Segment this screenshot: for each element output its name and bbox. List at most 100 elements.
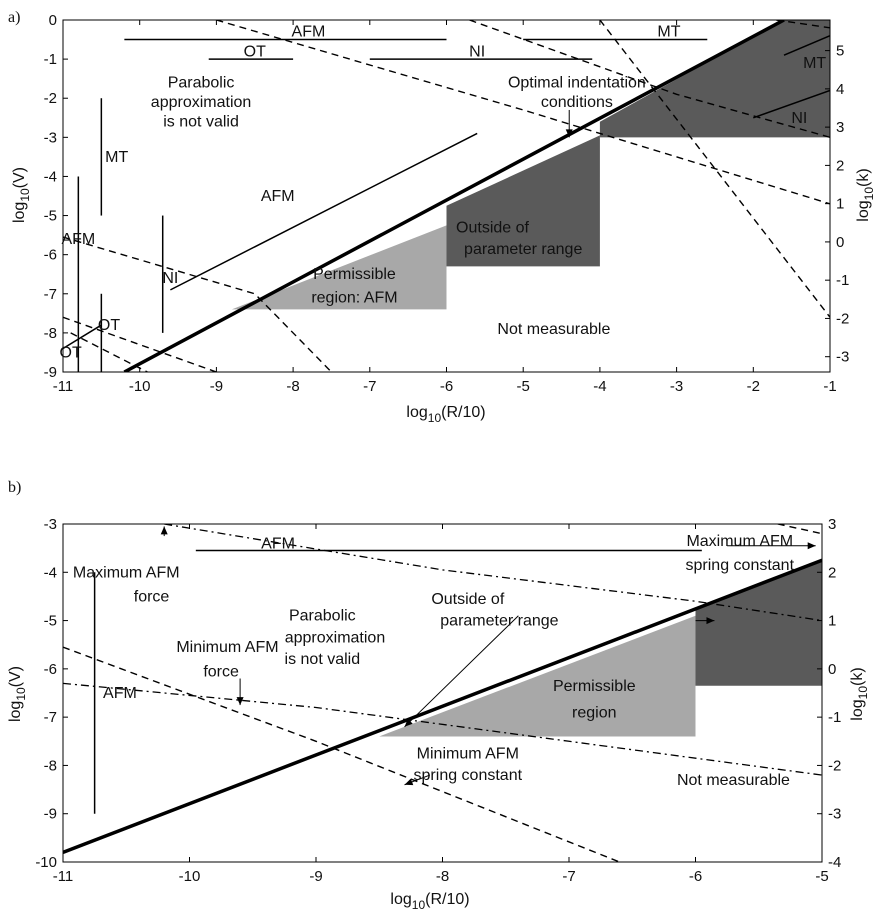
panel-b-y-tick-label-5: -5 bbox=[44, 613, 57, 630]
panel-b-annotation-10: Minimum AFM bbox=[176, 639, 278, 656]
panel-a-annotation-19: OT bbox=[60, 344, 82, 361]
panel-b-arrows bbox=[160, 526, 816, 786]
panel-a-y-axis-label: log10(V) bbox=[11, 167, 32, 223]
panel-b-annotation-2: spring constant bbox=[686, 557, 795, 574]
panel-a-y2-tick-label-0: -3 bbox=[836, 349, 849, 366]
panel-b-arrow-head-5 bbox=[706, 617, 715, 625]
panel-a-annotation-5: approximation bbox=[151, 94, 252, 111]
panel-b-y2-tick-label-2: -2 bbox=[828, 757, 841, 774]
panel-b-annotation-5: Outside of bbox=[431, 591, 504, 608]
panel-b-annotation-3: Maximum AFM bbox=[73, 564, 180, 581]
panel-b-annotation-6: parameter range bbox=[440, 613, 558, 630]
panel-b-x-tick-label-6: -5 bbox=[815, 868, 828, 885]
panel-a-annotation-12: Outside of bbox=[456, 219, 529, 236]
panel-b-series bbox=[63, 524, 822, 862]
panel-b-annotations: AFM Maximum AFM spring constant Maximum AFM… bbox=[73, 533, 795, 789]
panel-a-x-tick-label-6: -5 bbox=[517, 378, 530, 395]
panel-a-arrow-head-0 bbox=[565, 129, 573, 138]
panel-a-annotation-16: NI bbox=[162, 270, 178, 287]
panel-a-arrows bbox=[565, 109, 573, 138]
panel-a-y-tick-label-4: -5 bbox=[44, 208, 57, 225]
panel-a-annotation-15: region: AFM bbox=[311, 290, 397, 307]
panel-b-annotation-8: approximation bbox=[285, 629, 386, 646]
panel-a-y2-tick-label-5: 2 bbox=[836, 157, 844, 174]
panel-a-annotation-0: AFM bbox=[292, 24, 326, 41]
panel-b-regions bbox=[379, 560, 822, 737]
panel-a-annotation-3: MT bbox=[657, 24, 680, 41]
panel-a-y-tick-label-5: -4 bbox=[44, 168, 57, 185]
panel-b-label: b) bbox=[8, 479, 21, 496]
panel-a-series-line-5 bbox=[469, 20, 830, 139]
panel-b-region-0 bbox=[379, 615, 696, 737]
panel-a-series-line-6 bbox=[776, 20, 830, 29]
panel-b-annotation-14: region bbox=[572, 704, 616, 721]
panel-a-region-1 bbox=[446, 135, 600, 267]
panel-b-y2-tick-label-5: 1 bbox=[828, 613, 836, 630]
panel-b-arrow-head-1 bbox=[236, 697, 244, 706]
panel-b-arrow-line-2 bbox=[404, 615, 519, 728]
panel-b-annotation-0: AFM bbox=[261, 535, 295, 552]
panel-b-series-line-2 bbox=[777, 524, 822, 535]
panel-b-y-tick-label-6: -4 bbox=[44, 564, 57, 581]
panel-a: a) -11 -10 -9 -8 -7 -6 -5 -4 -3 -2 -1-9-8-7-6-5-4-… bbox=[8, 9, 875, 425]
panel-a-y2-axis-label: log10(k) bbox=[855, 168, 875, 221]
panel-b-x-tick-label-2: -9 bbox=[309, 868, 322, 885]
panel-a-annotation-14: Permissible bbox=[313, 266, 396, 283]
panel-b-y2-axis-label: log10(k) bbox=[849, 667, 870, 720]
panel-b-y2-tick-label-1: -3 bbox=[828, 806, 841, 823]
panel-b-annotation-17: Not measurable bbox=[677, 772, 790, 789]
panel-a-series-line-7 bbox=[599, 20, 830, 318]
panel-a-x-tick-label-7: -4 bbox=[593, 378, 606, 395]
panel-b-y2-tick-label-0: -4 bbox=[828, 854, 841, 871]
panel-a-series-line-2 bbox=[63, 236, 332, 372]
panel-a-x-tick-label-2: -9 bbox=[210, 378, 223, 395]
panel-b-arrow-head-4 bbox=[807, 542, 816, 550]
panel-a-y-tick-label-9: 0 bbox=[49, 12, 57, 29]
panel-b-y-tick-label-7: -3 bbox=[44, 516, 57, 533]
panel-a-annotation-1: OT bbox=[244, 43, 266, 60]
panel-b-annotation-13: Permissible bbox=[553, 678, 636, 695]
panel-b: b) -11 -10 -9 -8 -7 -6 -5-10-9-8-7-6-5-4-3-4-3… bbox=[7, 479, 870, 912]
panel-a-y2-tick-label-2: -1 bbox=[836, 272, 849, 289]
panel-a-y-tick-label-3: -6 bbox=[44, 247, 57, 264]
panel-a-region-0 bbox=[231, 225, 447, 310]
panel-a-series-line-0 bbox=[123, 20, 785, 372]
panel-b-y-tick-label-1: -9 bbox=[44, 806, 57, 823]
panel-a-series-line-1 bbox=[170, 132, 478, 291]
panel-a-label: a) bbox=[8, 9, 20, 26]
panel-a-annotation-18: OT bbox=[98, 317, 120, 334]
panel-b-x-tick-label-3: -8 bbox=[436, 868, 449, 885]
panel-b-series-line-1 bbox=[63, 646, 620, 862]
panel-a-ticks: -11 -10 -9 -8 -7 -6 -5 -4 -3 -2 -1-9-8-7-6-5-4-3-2… bbox=[44, 12, 850, 395]
panel-a-y2-tick-label-3: 0 bbox=[836, 234, 844, 251]
panel-b-x-axis-label: log10(R/10) bbox=[390, 891, 469, 912]
panel-a-y-tick-label-1: -8 bbox=[44, 325, 57, 342]
panel-b-x-tick-label-4: -7 bbox=[562, 868, 575, 885]
panel-a-series-line-8 bbox=[70, 332, 148, 372]
panel-a-series-line-17 bbox=[63, 324, 102, 350]
panel-a-annotation-9: MT bbox=[105, 149, 128, 166]
panel-b-annotation-12: AFM bbox=[103, 685, 137, 702]
panel-a-y-tick-label-2: -7 bbox=[44, 286, 57, 303]
panel-a-annotation-20: MT bbox=[803, 55, 826, 72]
panel-a-series-line-4 bbox=[216, 20, 830, 205]
panel-a-annotation-11: AFM bbox=[61, 231, 95, 248]
panel-b-y-axis-label: log10(V) bbox=[7, 666, 28, 722]
panel-a-annotation-4: Parabolic bbox=[168, 75, 235, 92]
panel-b-annotation-16: spring constant bbox=[414, 767, 523, 784]
panel-a-annotation-17: Not measurable bbox=[497, 321, 610, 338]
panel-b-x-tick-label-0: -11 bbox=[53, 868, 74, 885]
panel-a-y-tick-label-8: -1 bbox=[44, 51, 57, 68]
panel-a-x-tick-label-9: -2 bbox=[747, 378, 760, 395]
panel-a-annotation-13: parameter range bbox=[464, 241, 582, 258]
panel-b-annotation-7: Parabolic bbox=[289, 608, 356, 625]
panel-a-y-tick-label-0: -9 bbox=[44, 364, 57, 381]
panel-b-ticks: -11 -10 -9 -8 -7 -6 -5-10-9-8-7-6-5-4-3-4-3-2-… bbox=[35, 516, 841, 885]
panel-b-annotation-11: force bbox=[203, 663, 239, 680]
panel-a-y2-tick-label-4: 1 bbox=[836, 196, 844, 213]
panel-b-series-line-3 bbox=[164, 524, 822, 622]
panel-a-series bbox=[63, 20, 830, 372]
panel-a-regions bbox=[231, 20, 830, 310]
panel-a-annotation-8: conditions bbox=[541, 94, 613, 111]
